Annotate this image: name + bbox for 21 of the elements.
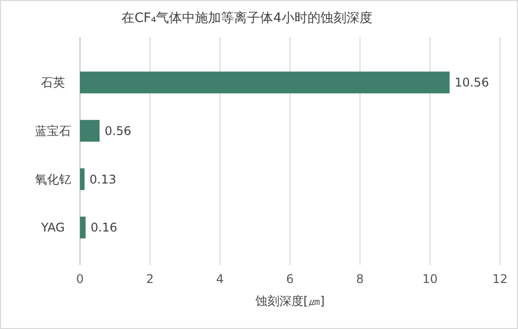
data-label: 10.56: [454, 76, 489, 90]
y-tick-label: 石英: [41, 76, 65, 90]
data-label: 0.56: [104, 124, 132, 138]
chart-title: 在CF₄气体中施加等离子体4小时的蚀刻深度: [121, 10, 373, 26]
y-tick-label: YAG: [40, 220, 65, 235]
bar: [80, 216, 86, 238]
x-tick-label: 12: [492, 272, 508, 286]
x-axis-title: 蚀刻深度[㎛]: [255, 294, 325, 308]
bar: [80, 168, 85, 190]
x-tick-label: 4: [216, 272, 224, 286]
x-tick-label: 10: [422, 272, 438, 286]
data-label: 0.13: [90, 172, 116, 186]
x-tick-label: 8: [356, 272, 364, 286]
x-tick-label: 0: [76, 272, 84, 286]
x-tick-label: 2: [146, 272, 154, 286]
data-label: 0.16: [90, 220, 118, 235]
bar: [80, 72, 450, 94]
y-tick-label: 氧化钇: [35, 172, 71, 186]
bar: [80, 120, 100, 142]
x-tick-label: 6: [286, 272, 294, 286]
y-tick-label: 蓝宝石: [35, 124, 71, 138]
